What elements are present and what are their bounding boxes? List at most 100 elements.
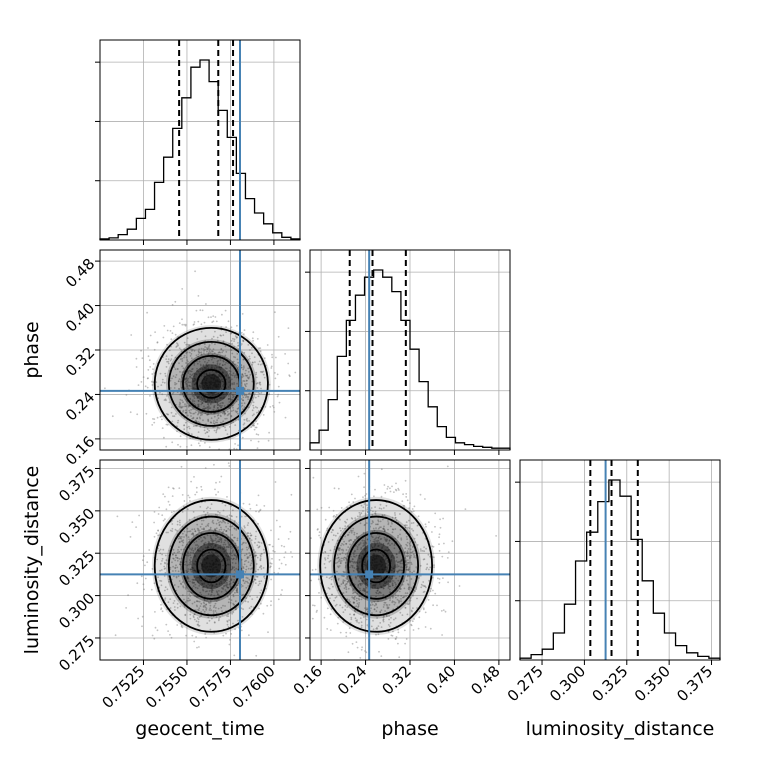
sample-point	[229, 586, 232, 588]
sample-point	[199, 425, 202, 428]
sample-point	[395, 489, 398, 492]
sample-point	[189, 437, 192, 439]
sample-point	[344, 557, 347, 560]
sample-point	[210, 358, 213, 361]
sample-point	[332, 515, 335, 518]
sample-point	[305, 555, 307, 557]
sample-point	[412, 510, 415, 512]
sample-point	[232, 362, 234, 365]
sample-point	[149, 334, 152, 337]
sample-point	[363, 616, 365, 618]
sample-point	[196, 417, 199, 420]
sample-point	[359, 542, 362, 544]
sample-point	[220, 415, 222, 418]
sample-point	[193, 613, 196, 616]
sample-point	[197, 421, 200, 423]
sample-point	[213, 420, 215, 422]
sample-point	[218, 529, 221, 531]
sample-point	[400, 559, 403, 562]
sample-point	[438, 550, 441, 552]
sample-point	[277, 335, 280, 338]
sample-point	[356, 593, 358, 595]
sample-point	[404, 607, 407, 609]
sample-point	[223, 397, 225, 399]
sample-point	[203, 604, 206, 607]
sample-point	[311, 617, 314, 620]
sample-point	[215, 393, 218, 396]
sample-point	[391, 582, 394, 584]
sample-point	[340, 529, 342, 532]
sample-point	[222, 425, 225, 428]
sample-point	[229, 379, 232, 382]
sample-point	[149, 366, 152, 368]
sample-point	[197, 400, 200, 403]
sample-point	[202, 407, 205, 410]
sample-point	[186, 337, 189, 339]
sample-point	[338, 558, 341, 561]
contour-line	[347, 532, 406, 600]
sample-point	[372, 510, 374, 513]
sample-point	[411, 620, 414, 623]
sample-point	[380, 526, 382, 529]
sample-point	[400, 566, 402, 568]
sample-point	[245, 379, 248, 382]
sample-point	[147, 369, 150, 371]
sample-point	[176, 345, 178, 347]
sample-point	[135, 366, 138, 368]
sample-point	[343, 571, 345, 574]
sample-point	[433, 556, 435, 559]
sample-point	[235, 411, 238, 414]
sample-point	[169, 598, 172, 600]
sample-point	[189, 617, 192, 620]
sample-point	[251, 567, 254, 570]
sample-point	[377, 523, 379, 526]
sample-point	[199, 368, 202, 371]
x-tick-label: 0.350	[631, 662, 674, 705]
sample-point	[186, 564, 189, 567]
sample-point	[380, 468, 383, 471]
sample-point	[344, 553, 347, 556]
sample-point	[243, 554, 246, 557]
x-tick-label: 0.375	[673, 662, 716, 705]
sample-point	[228, 598, 231, 601]
sample-point	[187, 578, 190, 580]
sample-point	[219, 538, 222, 541]
sample-point	[214, 316, 217, 318]
sample-point	[407, 584, 410, 586]
sample-point	[205, 367, 207, 370]
sample-point	[369, 604, 372, 607]
sample-point	[163, 565, 166, 568]
sample-point	[189, 376, 192, 378]
sample-point	[223, 520, 225, 523]
sample-point	[218, 427, 221, 430]
sample-point	[290, 493, 293, 496]
sample-point	[224, 345, 227, 348]
sample-point	[230, 538, 233, 541]
density-level	[201, 554, 222, 578]
sample-point	[250, 426, 253, 428]
sample-point	[253, 428, 256, 431]
sample-point	[191, 394, 194, 397]
sample-point	[348, 539, 351, 542]
sample-point	[401, 569, 403, 572]
sample-point	[136, 582, 139, 585]
sample-point	[348, 627, 351, 630]
sample-point	[241, 548, 244, 550]
sample-point	[495, 535, 497, 537]
sample-point	[197, 403, 200, 406]
sample-point	[231, 398, 233, 401]
sample-point	[370, 542, 373, 545]
sample-point	[391, 596, 394, 599]
sample-point	[142, 559, 144, 562]
sample-point	[208, 551, 211, 554]
sample-point	[193, 397, 196, 400]
sample-point	[220, 375, 223, 378]
sample-point	[157, 397, 160, 400]
sample-point	[411, 571, 413, 574]
sample-point	[393, 570, 396, 572]
sample-point	[207, 546, 210, 549]
sample-point	[178, 550, 181, 553]
sample-point	[174, 567, 177, 570]
sample-point	[196, 576, 198, 579]
sample-point	[340, 548, 343, 551]
